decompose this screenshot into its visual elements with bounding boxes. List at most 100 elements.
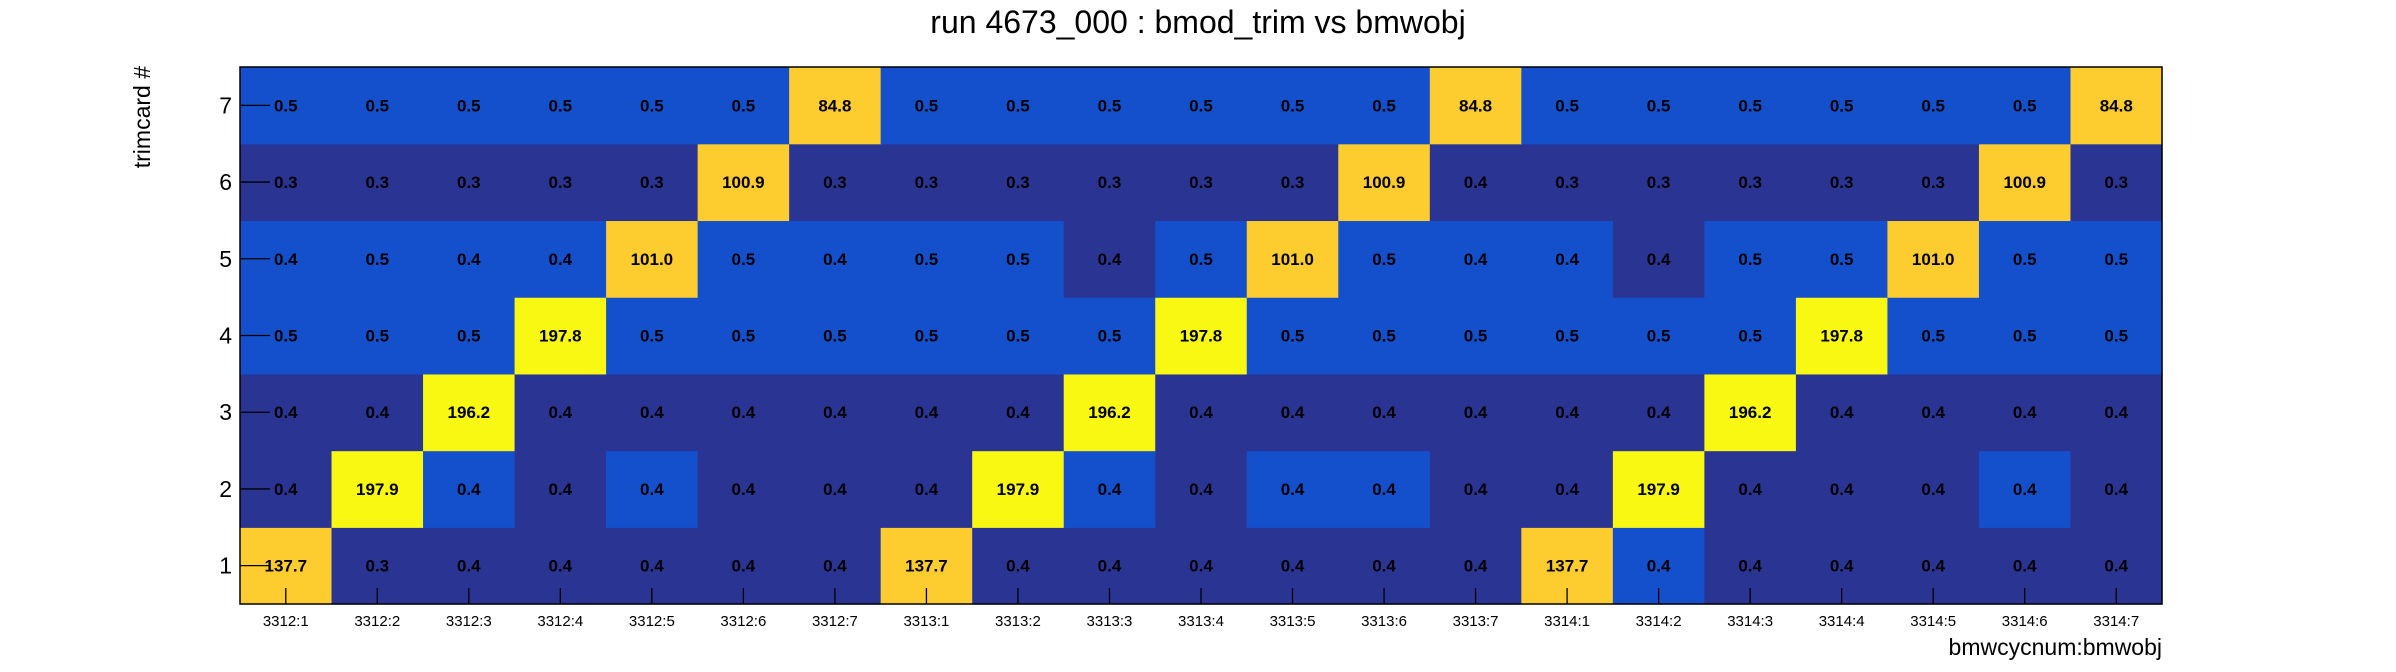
x-tick-label: 3314:5 — [1910, 613, 1956, 630]
cell-value-label: 0.5 — [1006, 96, 1030, 115]
cell-value-label: 0.4 — [1189, 480, 1213, 499]
cell-value-label: 0.4 — [1738, 480, 1762, 499]
cell-value-label: 101.0 — [1912, 250, 1955, 269]
heatmap-cell — [423, 297, 516, 375]
heatmap-cell — [331, 67, 424, 145]
cell-value-label: 0.4 — [1281, 480, 1305, 499]
heatmap-cell — [1978, 67, 2072, 145]
x-tick-label: 3313:6 — [1361, 613, 1407, 630]
y-tick-label: 5 — [219, 246, 232, 272]
heatmap-cell — [697, 220, 790, 298]
x-tick-label: 3313:7 — [1453, 613, 1499, 630]
heatmap-cell — [2070, 220, 2163, 298]
heatmap-cell — [1978, 450, 2072, 528]
heatmap-cell — [1063, 373, 1156, 452]
heatmap-cell — [880, 143, 973, 222]
heatmap-cell — [1521, 450, 1614, 528]
heatmap-cell — [1155, 67, 1248, 145]
cell-value-label: 0.4 — [274, 250, 298, 269]
cell-value-label: 137.7 — [1546, 557, 1589, 576]
heatmap-cell — [1887, 67, 1980, 145]
heatmap-cell — [331, 220, 424, 298]
cell-value-label: 0.4 — [1555, 403, 1579, 422]
heatmap-cell — [972, 297, 1065, 375]
cell-value-label: 0.4 — [732, 557, 756, 576]
heatmap-cell — [1521, 297, 1614, 375]
heatmap-cell — [1429, 297, 1522, 375]
cell-value-label: 0.5 — [1738, 250, 1762, 269]
chart-title: run 4673_000 : bmod_trim vs bmwobj — [930, 4, 1465, 40]
heatmap-cell — [514, 220, 607, 298]
heatmap-cell — [1795, 297, 1889, 375]
cell-value-label: 0.4 — [1098, 557, 1122, 576]
cell-value-label: 0.5 — [732, 327, 756, 346]
cell-value-label: 0.5 — [1098, 96, 1122, 115]
cell-value-label: 0.3 — [1555, 173, 1579, 192]
heatmap-cell — [1978, 297, 2072, 375]
x-tick-label: 3312:7 — [812, 613, 858, 630]
cell-value-label: 0.5 — [2013, 250, 2037, 269]
cell-value-label: 0.5 — [365, 250, 389, 269]
heatmap-cell — [789, 143, 882, 222]
heatmap-cell — [789, 220, 882, 298]
heatmap-cell — [423, 220, 516, 298]
heatmap-cell — [1155, 143, 1248, 222]
cell-value-label: 0.5 — [1372, 96, 1396, 115]
cell-value-label: 0.4 — [1189, 403, 1213, 422]
heatmap-cell — [2070, 450, 2163, 528]
cell-value-label: 0.4 — [640, 480, 664, 499]
heatmap-cell — [1521, 67, 1614, 145]
heatmap-cell — [789, 373, 882, 452]
cell-value-label: 0.3 — [1738, 173, 1762, 192]
heatmap-cell — [1063, 220, 1156, 298]
heatmap-cell — [1246, 220, 1339, 298]
heatmap-cell — [331, 297, 424, 375]
heatmap-cell — [880, 450, 973, 528]
cell-value-label: 0.4 — [1738, 557, 1762, 576]
x-tick-label: 3314:7 — [2093, 613, 2139, 630]
cell-value-label: 0.5 — [1464, 327, 1488, 346]
y-axis-title: trimcard # — [129, 66, 155, 168]
cell-value-label: 0.4 — [1372, 557, 1396, 576]
x-tick-label: 3314:2 — [1636, 613, 1682, 630]
x-tick-label: 3312:3 — [446, 613, 492, 630]
heatmap-cell — [880, 220, 973, 298]
cell-value-labels: 137.7 0.3 0.4 0.4 0.4 0.4 0.4 137.7 0.4 0.4 0.4 0.4… — [264, 96, 2132, 575]
cell-value-label: 0.5 — [2013, 96, 2037, 115]
heatmap-cell — [2070, 67, 2163, 145]
x-tick-label: 3312:5 — [629, 613, 675, 630]
cell-value-label: 0.4 — [1006, 557, 1030, 576]
cell-value-label: 197.8 — [1180, 327, 1223, 346]
cell-value-label: 0.5 — [915, 327, 939, 346]
cell-value-label: 0.5 — [1372, 250, 1396, 269]
cell-value-label: 0.4 — [1921, 480, 1945, 499]
heatmap-cell — [1978, 220, 2072, 298]
heatmap-cell — [1429, 373, 1522, 452]
heatmap-cell — [1521, 143, 1614, 222]
cell-value-label: 0.4 — [549, 250, 573, 269]
cell-value-label: 0.4 — [1830, 557, 1854, 576]
cell-value-label: 0.5 — [457, 96, 481, 115]
cell-value-label: 0.5 — [1281, 327, 1305, 346]
cell-value-label: 0.4 — [1098, 250, 1122, 269]
heatmap-cell — [1612, 143, 1705, 222]
heatmap-cell — [606, 373, 699, 452]
cell-value-label: 0.4 — [1830, 480, 1854, 499]
cell-value-label: 0.4 — [1555, 250, 1579, 269]
heatmap-cell — [789, 67, 882, 145]
heatmap-cell — [1612, 297, 1705, 375]
cell-value-label: 0.4 — [1281, 557, 1305, 576]
cell-value-label: 0.3 — [1098, 173, 1122, 192]
cell-value-label: 197.8 — [539, 327, 582, 346]
cell-value-label: 0.5 — [732, 96, 756, 115]
heatmap-cell — [1704, 450, 1797, 528]
x-tick-label: 3314:1 — [1544, 613, 1590, 630]
cell-value-label: 0.3 — [274, 173, 298, 192]
heatmap-cell — [606, 143, 699, 222]
heatmap-cell — [880, 297, 973, 375]
cell-value-label: 137.7 — [264, 557, 307, 576]
heatmap-cell — [423, 67, 516, 145]
cell-value-label: 0.5 — [1647, 96, 1671, 115]
x-tick-label: 3314:6 — [2002, 613, 2048, 630]
cell-value-label: 0.4 — [1372, 403, 1396, 422]
